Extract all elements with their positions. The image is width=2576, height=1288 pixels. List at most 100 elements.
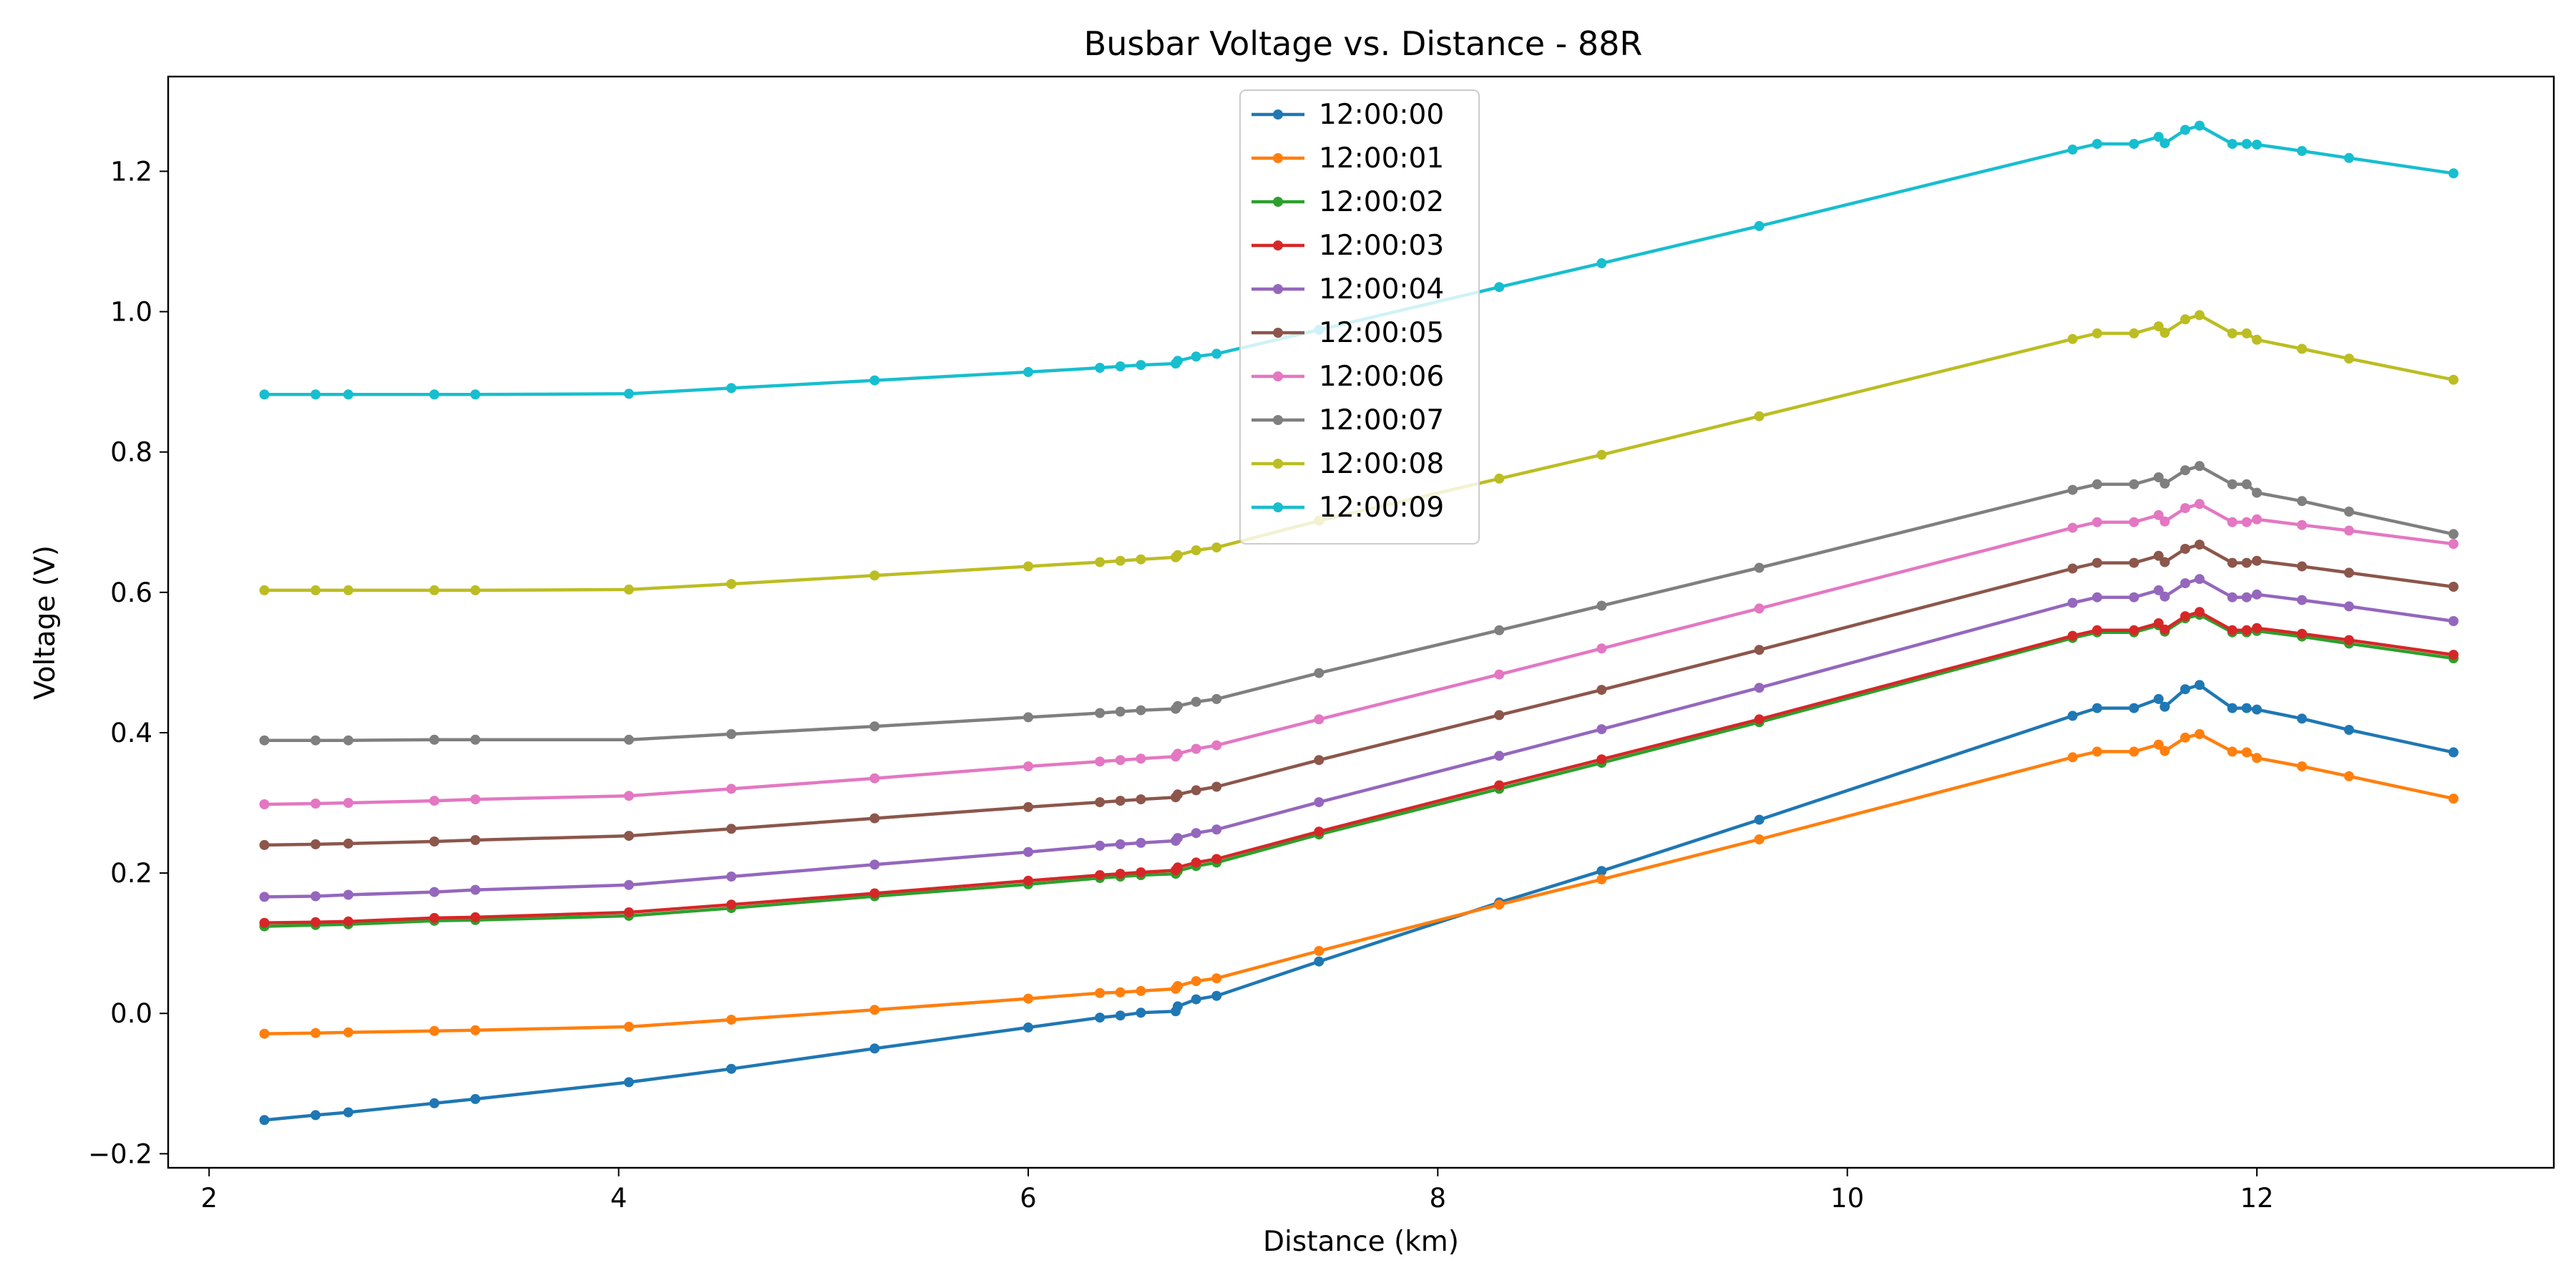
data-point bbox=[2129, 746, 2140, 757]
data-point bbox=[2129, 557, 2140, 568]
data-point bbox=[1191, 696, 1201, 707]
data-point bbox=[1211, 348, 1222, 359]
data-point bbox=[2092, 557, 2102, 568]
data-point bbox=[2241, 479, 2252, 489]
data-point bbox=[2129, 625, 2140, 635]
data-point bbox=[1191, 994, 1201, 1005]
data-point bbox=[1095, 1013, 1106, 1023]
data-point bbox=[2067, 597, 2078, 608]
data-point bbox=[343, 1107, 353, 1118]
data-point bbox=[259, 1028, 270, 1039]
data-point bbox=[869, 1043, 880, 1054]
data-point bbox=[2180, 465, 2190, 476]
data-point bbox=[726, 728, 736, 739]
data-point bbox=[259, 839, 270, 850]
data-point bbox=[869, 888, 880, 899]
data-point bbox=[1211, 693, 1222, 704]
data-point bbox=[2297, 561, 2307, 572]
data-point bbox=[2227, 139, 2238, 150]
data-point bbox=[2297, 519, 2307, 530]
x-tick-label: 2 bbox=[200, 1183, 218, 1214]
data-point bbox=[1136, 867, 1146, 878]
data-point bbox=[2180, 125, 2190, 135]
data-point bbox=[623, 831, 634, 841]
legend-marker bbox=[1273, 459, 1283, 469]
data-point bbox=[1754, 683, 1765, 693]
y-axis: −0.2 0.0 0.2 0.4 0.6 0.8 1.0 1.2 bbox=[88, 156, 168, 1169]
data-point bbox=[1596, 874, 1607, 884]
data-point bbox=[2153, 472, 2164, 482]
data-point bbox=[2092, 703, 2102, 713]
data-point bbox=[2252, 704, 2262, 715]
data-point bbox=[2448, 650, 2459, 660]
data-point bbox=[2194, 728, 2205, 739]
data-point bbox=[2180, 578, 2190, 589]
data-point bbox=[1023, 561, 1033, 572]
data-point bbox=[2067, 145, 2078, 155]
data-point bbox=[429, 1025, 439, 1036]
data-point bbox=[2067, 484, 2078, 495]
data-point bbox=[1095, 708, 1106, 718]
data-point bbox=[869, 375, 880, 386]
data-point bbox=[1095, 870, 1106, 880]
data-point bbox=[1136, 1008, 1146, 1018]
y-tick-label: 0.2 bbox=[110, 858, 152, 889]
data-point bbox=[1494, 282, 1505, 293]
legend-item: 12:00:01 bbox=[1252, 142, 1444, 175]
data-point bbox=[1095, 797, 1106, 808]
legend-marker bbox=[1273, 240, 1283, 250]
data-point bbox=[1596, 600, 1607, 611]
data-point bbox=[470, 389, 481, 400]
data-point bbox=[2129, 479, 2140, 489]
x-tick-label: 4 bbox=[610, 1183, 628, 1214]
data-point bbox=[343, 585, 353, 595]
legend-box bbox=[1239, 89, 1480, 545]
data-point bbox=[1095, 840, 1106, 851]
data-point bbox=[2153, 693, 2164, 704]
data-point bbox=[2227, 517, 2238, 527]
data-point bbox=[2180, 732, 2190, 743]
data-point bbox=[1211, 973, 1222, 984]
data-point bbox=[2194, 120, 2205, 131]
data-point bbox=[1115, 706, 1126, 717]
data-point bbox=[623, 734, 634, 745]
data-point bbox=[1494, 710, 1505, 721]
data-point bbox=[2241, 328, 2252, 338]
data-point bbox=[2160, 557, 2170, 567]
legend-label: 12:00:09 bbox=[1319, 492, 1444, 524]
legend-marker bbox=[1273, 371, 1283, 381]
data-point bbox=[1191, 545, 1201, 555]
legend-item: 12:00:09 bbox=[1252, 492, 1444, 524]
data-point bbox=[726, 784, 736, 794]
legend-item: 12:00:06 bbox=[1252, 361, 1444, 393]
data-point bbox=[2160, 138, 2170, 149]
legend-marker bbox=[1273, 328, 1283, 338]
data-point bbox=[2160, 624, 2170, 635]
legend-label: 12:00:00 bbox=[1319, 99, 1444, 131]
data-point bbox=[1211, 542, 1222, 553]
data-point bbox=[2297, 496, 2307, 507]
data-point bbox=[1095, 363, 1106, 373]
data-point bbox=[2180, 314, 2190, 325]
data-point bbox=[1314, 826, 1324, 837]
data-point bbox=[259, 389, 270, 400]
data-point bbox=[1095, 557, 1106, 567]
data-point bbox=[1314, 946, 1324, 956]
data-point bbox=[2241, 625, 2252, 635]
data-point bbox=[2067, 522, 2078, 533]
data-point bbox=[470, 912, 481, 922]
legend-item: 12:00:03 bbox=[1252, 230, 1444, 262]
data-point bbox=[1172, 981, 1183, 991]
data-point bbox=[311, 1110, 321, 1121]
data-point bbox=[623, 1077, 634, 1088]
data-point bbox=[2448, 539, 2459, 550]
data-point bbox=[1023, 875, 1033, 886]
data-point bbox=[2343, 525, 2354, 536]
data-point bbox=[2092, 592, 2102, 602]
data-point bbox=[2194, 461, 2205, 472]
data-point bbox=[1115, 796, 1126, 806]
data-point bbox=[2153, 550, 2164, 561]
data-point bbox=[1136, 794, 1146, 805]
y-tick-label: 0.0 bbox=[110, 998, 152, 1029]
legend-label: 12:00:02 bbox=[1319, 186, 1444, 218]
